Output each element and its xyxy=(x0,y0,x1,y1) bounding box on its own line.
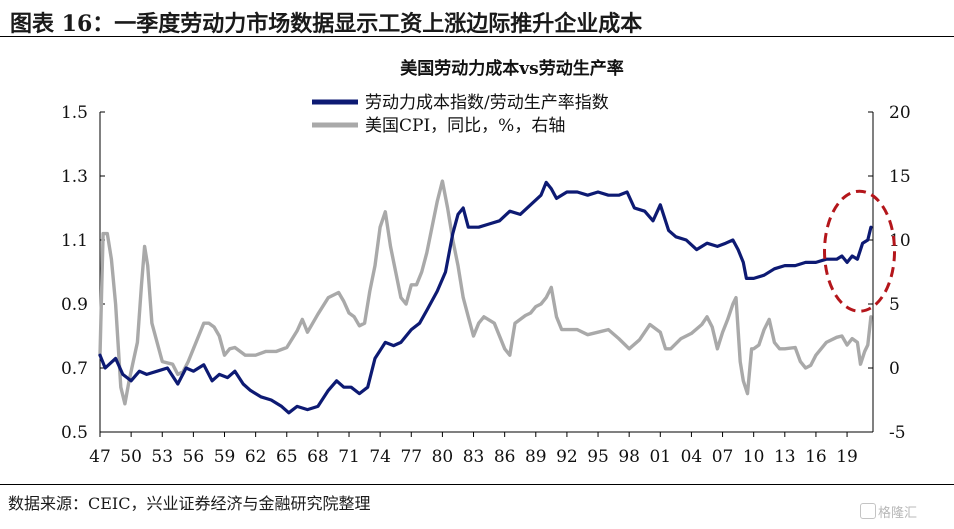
annotation-layer xyxy=(823,189,897,313)
x-tick-label: 62 xyxy=(245,447,267,467)
x-tick-label: 86 xyxy=(494,447,516,467)
series-line-labor-cost xyxy=(98,180,873,415)
plot-frame xyxy=(99,112,874,433)
left-tick-label: 1.1 xyxy=(61,231,88,251)
x-tick-label: 10 xyxy=(743,447,765,467)
left-tick-label: 1.5 xyxy=(61,103,88,123)
x-tick-label: 89 xyxy=(525,447,547,467)
chart-title: 美国劳动力成本vs劳动生产率 xyxy=(400,58,623,79)
right-tick-label: -5 xyxy=(889,423,906,443)
x-tick-label: 65 xyxy=(276,447,298,467)
right-tick-label: 20 xyxy=(889,103,911,123)
x-tick-label: 47 xyxy=(89,447,111,467)
right-axis: -5 0 5 10 15 20 xyxy=(868,103,911,443)
series-line-cpi xyxy=(98,179,873,406)
series-layer xyxy=(98,179,873,415)
right-tick-label: 15 xyxy=(889,167,911,187)
right-tick-label: 5 xyxy=(889,295,900,315)
highlight-ellipse xyxy=(823,189,897,313)
source-note: 数据来源：CEIC，兴业证券经济与金融研究院整理 xyxy=(8,494,371,513)
x-tick-label: 83 xyxy=(463,447,485,467)
left-tick-label: 1.3 xyxy=(61,167,88,187)
x-tick-label: 74 xyxy=(369,447,391,467)
x-tick-label: 80 xyxy=(432,447,454,467)
watermark: 格隆汇 xyxy=(878,506,918,521)
x-tick-label: 53 xyxy=(151,447,173,467)
x-tick-label: 68 xyxy=(307,447,329,467)
x-tick-label: 04 xyxy=(681,447,703,467)
x-tick-label: 95 xyxy=(587,447,609,467)
left-tick-label: 0.9 xyxy=(61,295,88,315)
x-tick-label: 19 xyxy=(836,447,858,467)
left-tick-label: 0.7 xyxy=(61,359,88,379)
x-tick-label: 71 xyxy=(338,447,360,467)
watermark-logo-icon xyxy=(860,503,876,519)
right-tick-label: 10 xyxy=(889,231,911,251)
legend: 劳动力成本指数/劳动生产率指数 美国CPI，同比，%，右轴 xyxy=(312,93,609,136)
x-axis: 47 50 53 56 59 62 65 68 71 74 77 80 83 86 89 92 95 98 01 04… xyxy=(89,432,858,467)
x-tick-label: 77 xyxy=(400,447,422,467)
x-tick-label: 07 xyxy=(712,447,734,467)
x-tick-label: 50 xyxy=(120,447,142,467)
x-tick-label: 01 xyxy=(649,447,671,467)
top-rule xyxy=(0,36,954,37)
figure-title: 图表 16：一季度劳动力市场数据显示工资上涨边际推升企业成本 xyxy=(10,11,643,37)
x-tick-label: 98 xyxy=(618,447,640,467)
right-tick-label: 0 xyxy=(889,359,900,379)
x-tick-label: 13 xyxy=(774,447,796,467)
x-tick-label: 92 xyxy=(556,447,578,467)
x-tick-label: 59 xyxy=(214,447,236,467)
legend-label-cpi: 美国CPI，同比，%，右轴 xyxy=(365,116,565,136)
left-axis: 0.5 0.7 0.9 1.1 1.3 1.5 xyxy=(61,103,105,443)
x-tick-label: 56 xyxy=(183,447,205,467)
left-tick-label: 0.5 xyxy=(61,423,88,443)
bottom-rule xyxy=(0,484,954,485)
x-tick-label: 16 xyxy=(805,447,827,467)
legend-label-labor-cost: 劳动力成本指数/劳动生产率指数 xyxy=(365,93,609,113)
